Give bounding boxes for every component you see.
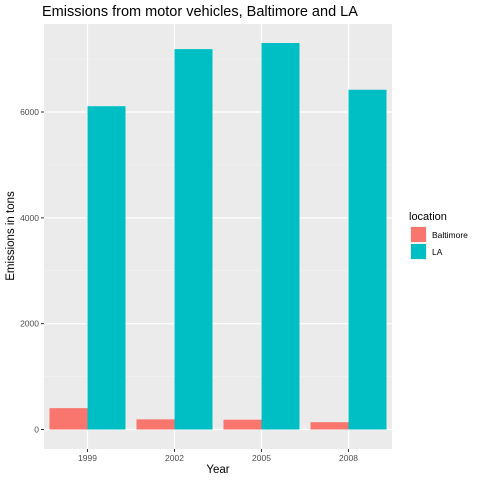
x-tick-label: 1999: [78, 453, 97, 463]
x-axis-title: Year: [206, 464, 229, 476]
bar-la-2005: [261, 43, 300, 430]
x-tick-label: 2002: [165, 453, 184, 463]
y-tick-label: 6000: [20, 107, 39, 117]
x-axis: 1999 2002 2005 2008: [78, 449, 358, 463]
y-tick-label: 2000: [20, 319, 39, 329]
legend-label-la: LA: [432, 247, 443, 257]
y-tick-label: 4000: [20, 213, 39, 223]
bar-baltimore-2005: [223, 419, 262, 430]
bar-baltimore-2002: [136, 419, 175, 430]
legend-swatch-la: [411, 244, 426, 259]
bar-la-2002: [174, 49, 213, 430]
bar-la-2008: [348, 89, 387, 430]
bar-baltimore-1999: [49, 408, 88, 430]
bar-la-1999: [87, 106, 126, 430]
y-axis-title: Emissions in tons: [5, 191, 17, 281]
chart-title: Emissions from motor vehicles, Baltimore…: [42, 4, 358, 20]
bars: [49, 43, 387, 430]
legend: location Baltimore LA: [409, 211, 468, 260]
x-tick-label: 2008: [339, 453, 358, 463]
x-tick-label: 2005: [252, 453, 271, 463]
legend-swatch-baltimore: [411, 227, 426, 242]
y-tick-label: 0: [34, 425, 39, 435]
bar-baltimore-2008: [310, 422, 349, 430]
legend-label-baltimore: Baltimore: [432, 230, 468, 240]
legend-title: location: [409, 211, 447, 223]
y-axis: 0 2000 4000 6000: [20, 107, 44, 435]
